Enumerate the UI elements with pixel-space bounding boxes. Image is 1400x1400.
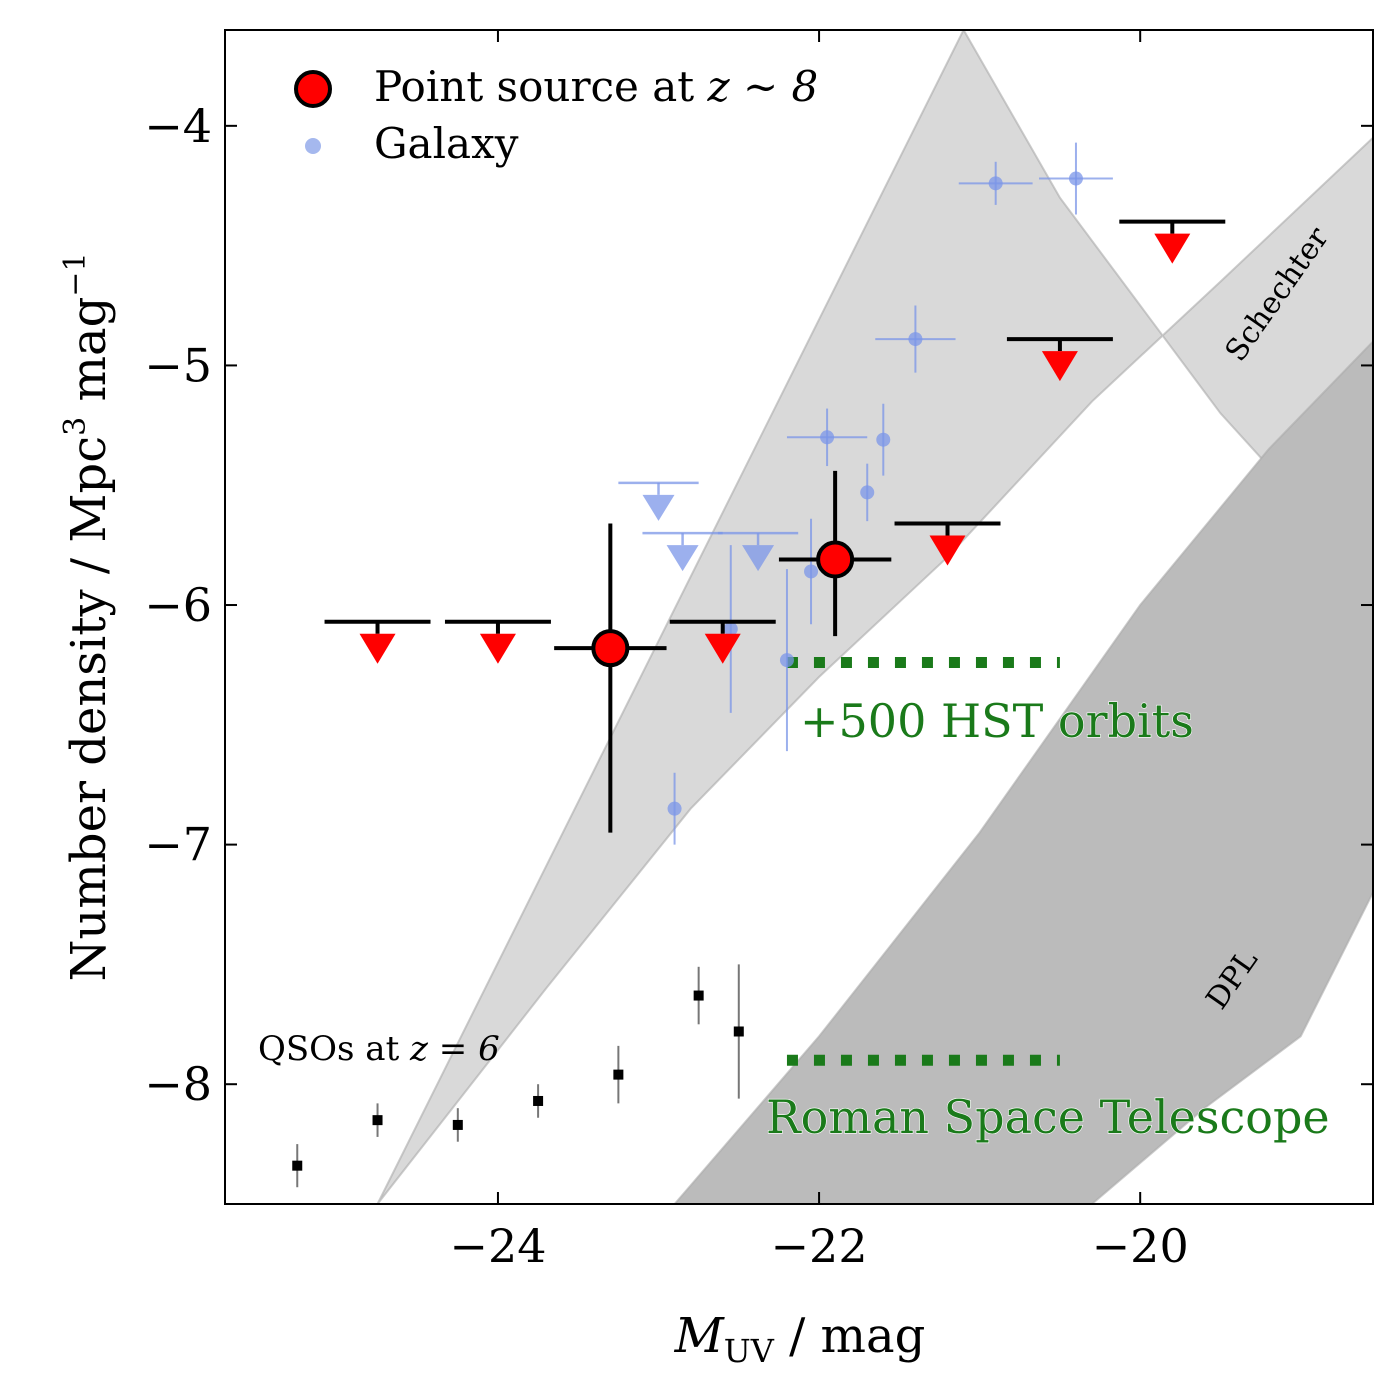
galaxy-point-1 (779, 653, 794, 668)
qso-layer (292, 964, 744, 1188)
galaxy-limit-arrow-2 (742, 545, 775, 572)
ps-limit-arrow-0 (359, 633, 396, 664)
y-axis-title: Number density / Mpc3 mag−1 (58, 252, 117, 981)
ps-limit-arrow-5 (1154, 233, 1191, 264)
galaxy-point-2 (723, 621, 738, 636)
x-axis-title: MUV / mag (674, 1308, 926, 1370)
y-tick-label-0: −8 (144, 1057, 212, 1111)
x-tick-label-2: −20 (1092, 1219, 1189, 1273)
galaxy-point-3 (804, 564, 819, 579)
qso-point-3 (533, 1095, 544, 1106)
galaxy-layer (618, 142, 1113, 845)
galaxy-point-7 (908, 332, 923, 347)
ps-detection-0 (591, 629, 630, 668)
band-dpl (673, 340, 1373, 1204)
y-tick-label-4: −4 (144, 99, 212, 153)
qso-point-6 (733, 1026, 744, 1037)
qso-point-4 (613, 1069, 624, 1080)
qso-point-1 (372, 1115, 383, 1126)
galaxy-point-8 (988, 176, 1003, 191)
roman-telescope-label: Roman Space Telescope (766, 1090, 1330, 1144)
galaxy-limit-arrow-1 (666, 545, 699, 572)
bands-layer (376, 30, 1373, 1204)
ps-limit-arrow-2 (704, 633, 741, 664)
galaxy-point-6 (876, 432, 891, 447)
qso-label: QSOs at z = 6 (258, 1029, 500, 1069)
galaxy-point-9 (1068, 171, 1083, 186)
legend-point-source-label: Point source at z ∼ 8 (374, 62, 818, 111)
legend: Point source at z ∼ 8 Galaxy (294, 62, 818, 168)
galaxy-point-4 (820, 430, 835, 445)
galaxy-point-5 (860, 485, 875, 500)
plot-area (292, 30, 1373, 1204)
x-tick-label-1: −22 (771, 1219, 868, 1273)
y-tick-label-1: −7 (144, 818, 212, 872)
ps-limit-arrow-1 (479, 633, 516, 664)
x-tick-label-0: −24 (449, 1219, 546, 1273)
legend-galaxy-marker (305, 138, 321, 154)
plot-frame (224, 29, 1374, 1205)
ticks-layer: −24 −22 −20 −8 −7 −6 −5 −4 (144, 30, 1373, 1273)
hst-orbits-label: +500 HST orbits (800, 694, 1194, 748)
ps-detection-1 (816, 540, 855, 579)
qso-point-5 (693, 990, 704, 1001)
qso-point-2 (452, 1119, 463, 1130)
legend-point-source-marker (294, 70, 332, 108)
galaxy-point-0 (667, 801, 682, 816)
y-tick-label-2: −6 (144, 578, 212, 632)
band-schechter (376, 30, 1373, 1204)
y-tick-label-3: −5 (144, 338, 212, 392)
ps-limit-arrow-4 (1041, 351, 1078, 382)
point-source-layer (324, 219, 1226, 833)
survey-layer (786, 657, 1060, 1066)
qso-point-0 (292, 1160, 303, 1171)
ps-limit-arrow-3 (929, 535, 966, 566)
legend-galaxy-label: Galaxy (374, 119, 519, 168)
galaxy-limit-arrow-0 (642, 494, 675, 521)
